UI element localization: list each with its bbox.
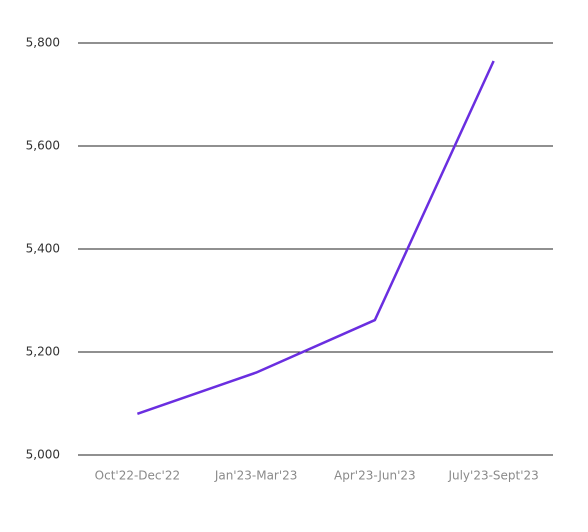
y-tick-label: 5,000 xyxy=(26,448,60,462)
x-tick-label: Oct'22-Dec'22 xyxy=(95,469,180,483)
y-tick-label: 5,400 xyxy=(26,242,60,256)
y-tick-label: 5,600 xyxy=(26,139,60,153)
x-tick-label: Apr'23-Jun'23 xyxy=(334,469,416,483)
x-tick-label: July'23-Sept'23 xyxy=(447,469,538,483)
y-tick-label: 5,200 xyxy=(26,345,60,359)
y-tick-label: 5,800 xyxy=(26,36,60,50)
x-tick-label: Jan'23-Mar'23 xyxy=(214,469,298,483)
data-line xyxy=(136,60,495,415)
